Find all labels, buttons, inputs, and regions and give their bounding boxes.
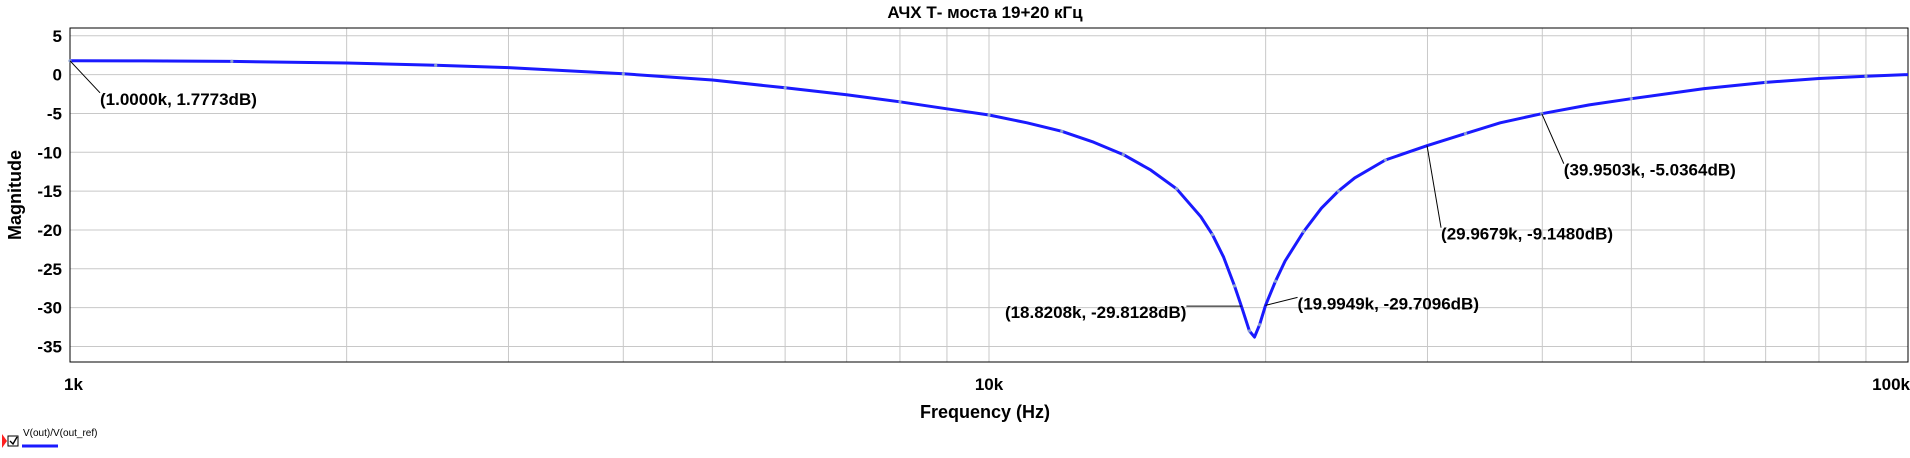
legend-check-icon <box>9 436 18 446</box>
series-point <box>1174 187 1179 191</box>
x-tick-label: 100k <box>1872 375 1910 394</box>
y-tick-label: -20 <box>37 221 62 240</box>
y-tick-label: -5 <box>47 104 62 123</box>
series-point <box>621 72 625 76</box>
series-point <box>1060 129 1064 133</box>
series-point <box>1629 97 1633 101</box>
series-point <box>987 113 991 117</box>
annotation-label: (18.8208k, -29.8128dB) <box>1005 303 1186 322</box>
series-point <box>1383 158 1388 162</box>
y-axis-label: Magnitude <box>5 150 25 240</box>
x-axis-label: Frequency (Hz) <box>920 402 1050 422</box>
annotation-label: (19.9949k, -29.7096dB) <box>1298 294 1479 313</box>
series-point <box>1463 132 1468 136</box>
series-point <box>1864 74 1868 78</box>
x-tick-label: 10k <box>975 375 1004 394</box>
y-axis-ticks: 5 0 -5 -10 -15 -20 -25 -30 -35 <box>37 27 62 357</box>
series-point <box>1273 279 1278 283</box>
y-tick-label: -10 <box>37 143 62 162</box>
x-tick-label: 1k <box>64 375 83 394</box>
series-point <box>783 86 787 90</box>
series-point <box>1764 80 1768 84</box>
y-tick-label: 0 <box>53 66 62 85</box>
series-line <box>69 59 1909 339</box>
y-tick-label: -25 <box>37 260 62 279</box>
plot-frame <box>69 27 1909 363</box>
series-point <box>1210 233 1214 237</box>
series-point <box>1121 153 1125 157</box>
annotation-leader <box>69 60 101 94</box>
annotation-label: (1.0000k, 1.7773dB) <box>100 90 257 109</box>
annotation-leader <box>1426 145 1442 228</box>
series-point <box>1302 229 1306 234</box>
legend-label: V(out)/V(out_ref) <box>23 428 97 439</box>
annotation-leader <box>1541 113 1565 164</box>
y-tick-label: -30 <box>37 299 62 318</box>
annotation-layer: (1.0000k, 1.7773dB) (18.8208k, -29.8128dB… <box>69 60 1736 322</box>
annotation-label: (39.9503k, -5.0364dB) <box>1564 161 1736 180</box>
series-point <box>434 63 438 67</box>
series-point <box>1258 323 1262 327</box>
y-tick-label: -35 <box>37 337 62 356</box>
chart-title: АЧХ Т- моста 19+20 кГц <box>887 3 1083 22</box>
legend-marker-icon <box>2 434 7 448</box>
x-axis-ticks: 1k 10k 100k <box>64 375 1910 394</box>
series-point <box>1232 284 1237 288</box>
series-point <box>1336 189 1341 193</box>
series-point <box>1247 329 1251 333</box>
series-point <box>230 59 234 64</box>
legend: V(out)/V(out_ref) <box>2 428 97 448</box>
y-tick-label: -15 <box>37 182 62 201</box>
series-layer <box>68 59 1909 339</box>
y-tick-label: 5 <box>53 27 62 46</box>
grid <box>70 28 1908 362</box>
annotation-label: (29.9679k, -9.1480dB) <box>1441 225 1613 244</box>
annotation-leader <box>1265 296 1298 306</box>
series-point <box>898 100 902 104</box>
legend-checkbox[interactable] <box>7 435 19 447</box>
